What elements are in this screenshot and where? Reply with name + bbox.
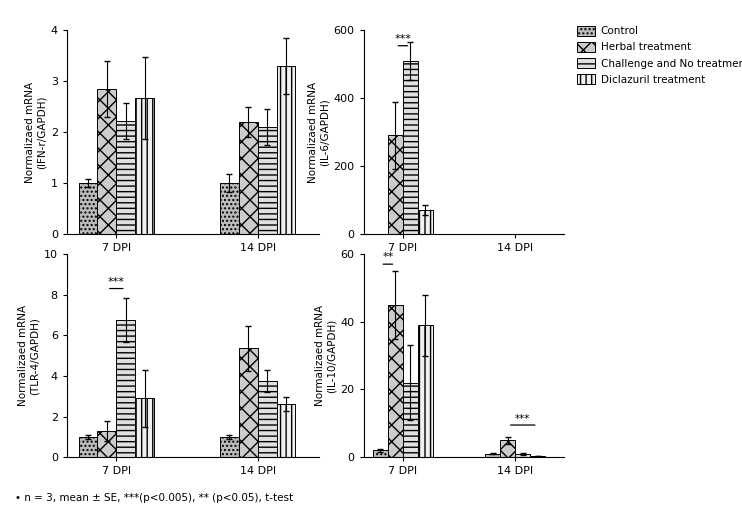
Bar	[388, 136, 403, 234]
Text: **: **	[382, 252, 393, 263]
Legend: Control, Herbal treatment, Challenge and No treatment, Diclazuril treatment: Control, Herbal treatment, Challenge and…	[577, 25, 742, 85]
Bar	[97, 431, 116, 457]
Bar	[418, 210, 433, 234]
Text: ***: ***	[515, 414, 531, 424]
Bar	[388, 305, 403, 457]
Bar	[418, 325, 433, 457]
Text: ***: ***	[395, 34, 411, 44]
Y-axis label: Normalizaed mRNA
(TLR-4/GAPDH): Normalizaed mRNA (TLR-4/GAPDH)	[18, 305, 39, 406]
Bar	[116, 320, 135, 457]
Bar	[79, 437, 97, 457]
Bar	[135, 98, 154, 234]
Bar	[116, 121, 135, 234]
Bar	[220, 437, 239, 457]
Text: • n = 3, mean ± SE, ***(p<0.005), ** (p<0.05), t-test: • n = 3, mean ± SE, ***(p<0.005), ** (p<…	[15, 493, 293, 503]
Bar	[257, 381, 277, 457]
Bar	[239, 122, 257, 234]
Bar	[500, 440, 515, 457]
Bar	[373, 451, 388, 457]
Y-axis label: Normalizaed mRNA
(IFN-r/GAPDH): Normalizaed mRNA (IFN-r/GAPDH)	[25, 81, 47, 183]
Bar	[277, 404, 295, 457]
Bar	[257, 127, 277, 234]
Bar	[277, 66, 295, 234]
Bar	[97, 89, 116, 234]
Bar	[239, 348, 257, 457]
Bar	[515, 454, 531, 457]
Bar	[403, 61, 418, 234]
Y-axis label: Normalizaed mRNA
(IL-6/GAPDH): Normalizaed mRNA (IL-6/GAPDH)	[308, 81, 329, 183]
Bar	[135, 398, 154, 457]
Bar	[220, 183, 239, 234]
Text: ***: ***	[108, 276, 125, 287]
Bar	[403, 383, 418, 457]
Bar	[79, 183, 97, 234]
Bar	[485, 454, 500, 457]
Bar	[531, 456, 545, 457]
Y-axis label: Normalizaed mRNA
(IL-10/GAPDH): Normalizaed mRNA (IL-10/GAPDH)	[315, 305, 336, 406]
